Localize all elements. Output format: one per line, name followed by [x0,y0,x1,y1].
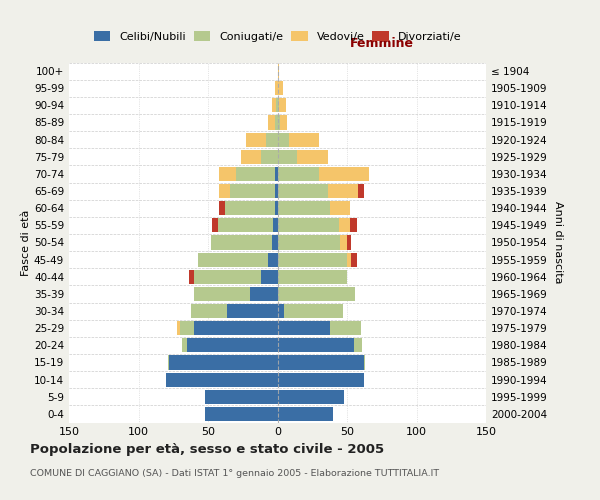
Bar [218,218,274,232]
Text: Femmine: Femmine [350,37,414,50]
Bar [277,150,297,164]
Bar [194,287,250,301]
Bar [277,372,364,386]
Bar [274,218,277,232]
Bar [245,132,266,146]
Bar [319,167,369,181]
Y-axis label: Fasce di età: Fasce di età [21,210,31,276]
Text: Popolazione per età, sesso e stato civile - 2005: Popolazione per età, sesso e stato civil… [30,442,384,456]
Bar [284,304,343,318]
Bar [277,390,344,404]
Bar [340,236,347,250]
Bar [275,167,277,181]
Bar [178,321,180,335]
Bar [297,150,328,164]
Bar [241,150,261,164]
Legend: Celibi/Nubili, Coniugati/e, Vedovi/e, Divorziati/e: Celibi/Nubili, Coniugati/e, Vedovi/e, Di… [89,26,466,46]
Bar [277,98,279,112]
Bar [277,252,347,266]
Bar [347,236,351,250]
Bar [277,304,284,318]
Bar [198,252,268,266]
Bar [275,201,277,215]
Bar [205,407,277,421]
Bar [236,167,275,181]
Bar [169,356,277,370]
Bar [230,184,275,198]
Bar [277,218,338,232]
Bar [188,270,194,284]
Bar [261,270,277,284]
Bar [250,287,277,301]
Bar [224,201,275,215]
Bar [277,338,354,352]
Bar [191,304,227,318]
Bar [351,252,357,266]
Bar [268,116,275,130]
Bar [272,98,276,112]
Bar [275,116,277,130]
Bar [277,81,283,95]
Bar [211,236,272,250]
Bar [266,132,277,146]
Bar [277,270,347,284]
Bar [277,201,331,215]
Bar [275,81,277,95]
Bar [268,252,277,266]
Bar [277,184,328,198]
Bar [272,236,277,250]
Bar [364,356,365,370]
Bar [212,218,218,232]
Bar [328,184,358,198]
Bar [280,116,287,130]
Bar [279,98,286,112]
Bar [219,167,236,181]
Bar [194,270,261,284]
Bar [289,132,319,146]
Bar [338,218,350,232]
Bar [354,338,362,352]
Bar [277,407,333,421]
Bar [194,321,277,335]
Bar [277,116,280,130]
Bar [219,184,230,198]
Bar [276,98,277,112]
Y-axis label: Anni di nascita: Anni di nascita [553,201,563,284]
Bar [205,390,277,404]
Bar [182,338,187,352]
Bar [180,321,194,335]
Bar [261,150,277,164]
Bar [277,356,364,370]
Bar [277,321,331,335]
Bar [166,372,277,386]
Bar [331,201,350,215]
Bar [331,321,361,335]
Text: COMUNE DI CAGGIANO (SA) - Dati ISTAT 1° gennaio 2005 - Elaborazione TUTTITALIA.I: COMUNE DI CAGGIANO (SA) - Dati ISTAT 1° … [30,468,439,477]
Bar [167,356,169,370]
Bar [347,252,351,266]
Bar [227,304,277,318]
Bar [277,132,289,146]
Bar [219,201,224,215]
Bar [277,167,319,181]
Bar [277,236,340,250]
Bar [358,184,364,198]
Bar [275,184,277,198]
Bar [277,287,355,301]
Bar [277,64,279,78]
Bar [350,218,357,232]
Bar [187,338,277,352]
